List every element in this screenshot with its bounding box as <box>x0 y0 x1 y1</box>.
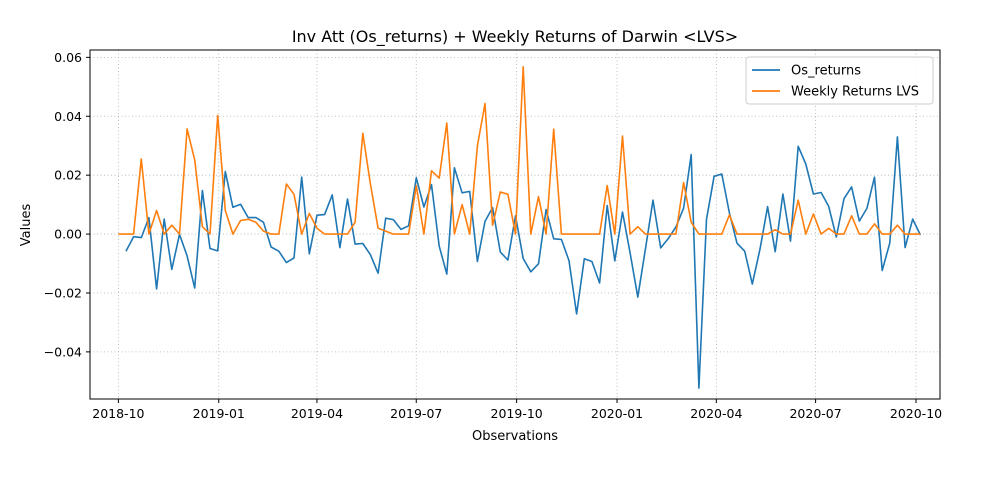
x-tick-label: 2020-01 <box>591 406 643 421</box>
x-tick-label: 2019-04 <box>291 406 343 421</box>
y-tick-label: 0.06 <box>54 50 82 65</box>
y-tick-label: 0.04 <box>54 109 82 124</box>
grid <box>90 50 940 399</box>
plot-area-frame <box>89 49 941 400</box>
y-tick-label: −0.04 <box>44 344 82 359</box>
y-axis-label: Values <box>19 204 34 247</box>
x-tick-label: 2019-10 <box>491 406 543 421</box>
series-layer <box>118 66 922 389</box>
legend: Os_returns Weekly Returns LVS <box>745 56 934 105</box>
y-axis: 0.06 0.04 0.02 0.00 −0.02 −0.04 <box>44 50 90 359</box>
series-line-weekly-returns-lvs <box>118 66 921 235</box>
x-axis: 2018-10 2019-01 2019-04 2019-07 2019-10 2020-… <box>92 399 942 421</box>
x-tick-label: 2018-10 <box>92 406 144 421</box>
x-tick-label: 2020-10 <box>890 406 942 421</box>
legend-label-weekly-returns-lvs: Weekly Returns LVS <box>791 85 919 100</box>
series-line-os-returns <box>125 136 922 389</box>
y-tick-label: 0.00 <box>54 227 82 242</box>
x-tick-label: 2019-01 <box>193 406 245 421</box>
x-tick-label: 2020-04 <box>690 406 742 421</box>
x-tick-label: 2020-07 <box>789 406 841 421</box>
y-tick-label: −0.02 <box>44 285 82 300</box>
y-tick-label: 0.02 <box>54 168 82 183</box>
legend-label-os-returns: Os_returns <box>791 64 861 79</box>
chart-title: Inv Att (Os_returns) + Weekly Returns of… <box>292 27 738 47</box>
legend-box <box>745 56 934 105</box>
x-axis-label: Observations <box>472 429 558 444</box>
x-tick-label: 2019-07 <box>390 406 442 421</box>
